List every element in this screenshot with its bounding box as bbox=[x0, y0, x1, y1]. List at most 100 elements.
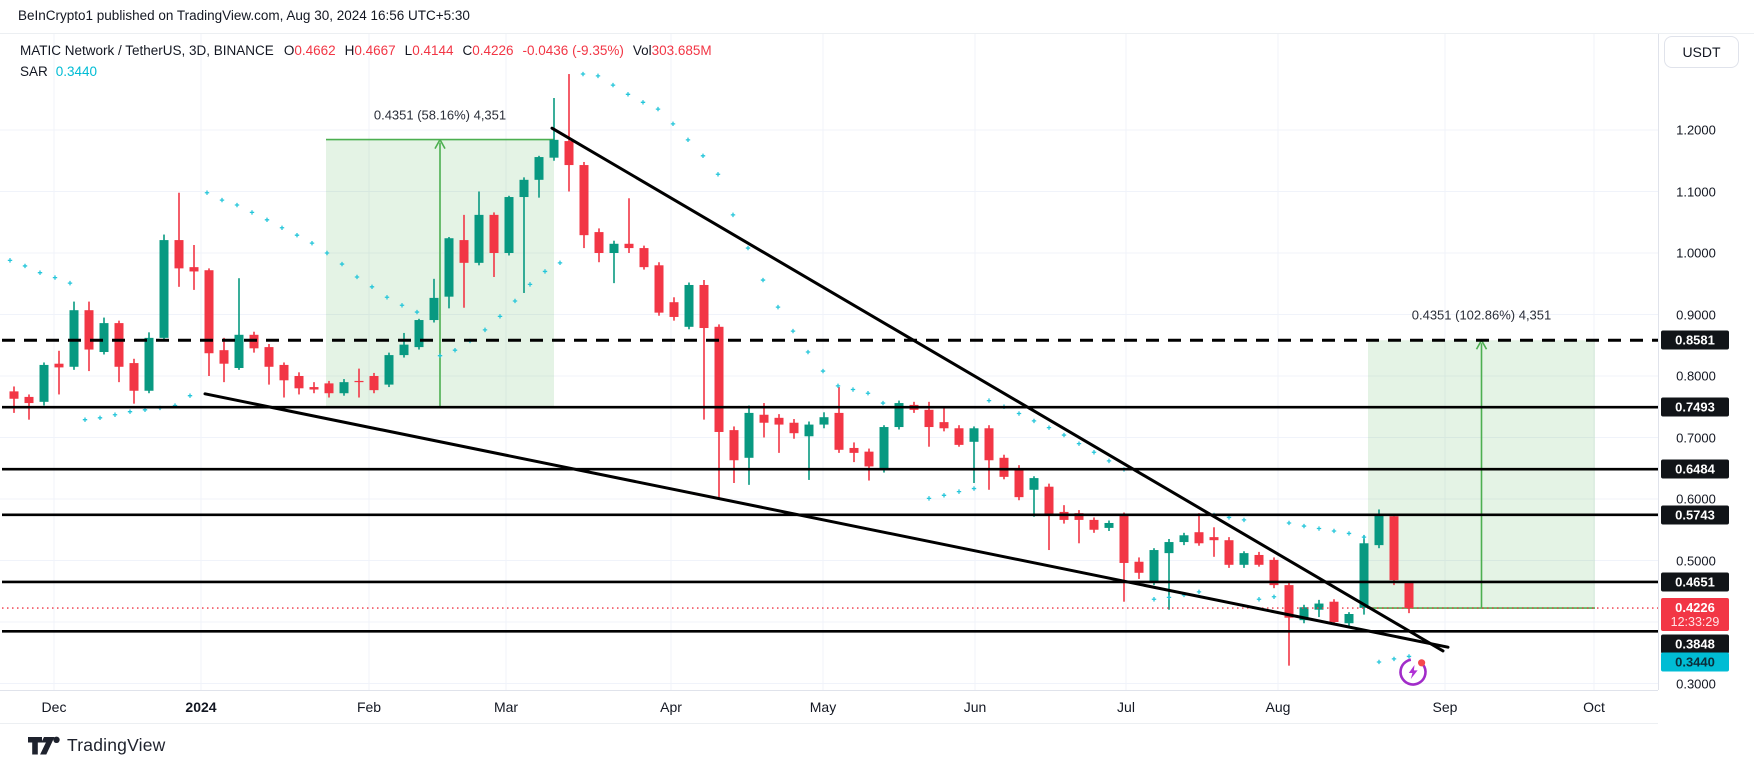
candle-up bbox=[1179, 535, 1189, 543]
candle-down bbox=[1209, 537, 1219, 541]
candle-down bbox=[924, 409, 934, 428]
currency-toggle-button[interactable]: USDT bbox=[1664, 36, 1739, 68]
candle-up bbox=[744, 412, 754, 458]
month-label-Sep[interactable]: Sep bbox=[1432, 699, 1458, 715]
sar-dot bbox=[580, 71, 586, 77]
candle-down bbox=[489, 214, 499, 253]
candle-down bbox=[594, 232, 604, 253]
sar-dot bbox=[685, 137, 691, 143]
price-tick: 0.9000 bbox=[1676, 307, 1716, 322]
sar-dot bbox=[1031, 418, 1037, 424]
sar-dot bbox=[294, 232, 300, 238]
candle-up bbox=[234, 334, 244, 369]
sar-dot bbox=[700, 153, 706, 159]
month-label-May[interactable]: May bbox=[809, 699, 837, 715]
indicator-value: 0.3440 bbox=[55, 64, 98, 79]
trendline bbox=[550, 126, 1445, 653]
candle-down bbox=[834, 412, 844, 450]
sar-dot bbox=[1361, 534, 1367, 540]
candle-down bbox=[1269, 559, 1279, 586]
sar-dot bbox=[820, 368, 826, 374]
sar-dot bbox=[956, 489, 962, 494]
sar-dot bbox=[7, 258, 13, 263]
sar-dot bbox=[414, 309, 420, 315]
month-label-Jun[interactable]: Jun bbox=[963, 699, 987, 715]
candle-up bbox=[504, 197, 514, 253]
candle-down bbox=[639, 248, 649, 268]
candle-down bbox=[849, 447, 859, 453]
candle-up bbox=[474, 214, 484, 263]
price-tick: 0.3000 bbox=[1676, 676, 1716, 691]
price-tick: 1.1000 bbox=[1676, 184, 1716, 199]
candle-down bbox=[219, 350, 229, 364]
sar-dot bbox=[971, 486, 977, 491]
candle-up bbox=[519, 179, 529, 198]
month-label-Mar[interactable]: Mar bbox=[493, 699, 519, 715]
candle-up bbox=[879, 427, 889, 471]
price-axis[interactable]: 1.2000 1.1000 1.0000 0.9000 0.8000 0.7000 0.60… bbox=[1658, 33, 1754, 691]
candle-down bbox=[1044, 486, 1054, 515]
month-label-Oct[interactable]: Oct bbox=[1583, 699, 1605, 715]
sar-dot bbox=[497, 314, 503, 319]
month-label-Jul[interactable]: Jul bbox=[1117, 699, 1135, 715]
sar-dot bbox=[22, 263, 28, 269]
ohlc-open: O0.4662 bbox=[283, 43, 336, 58]
sar-dot bbox=[112, 412, 118, 417]
sar-dot bbox=[527, 282, 533, 287]
indicator-name[interactable]: SAR bbox=[20, 64, 48, 79]
candle-down bbox=[1389, 516, 1399, 581]
candle-down bbox=[324, 383, 334, 394]
candle-down bbox=[114, 323, 124, 367]
sar-dot bbox=[655, 106, 661, 112]
candle-up bbox=[1164, 542, 1174, 554]
sar-dot bbox=[279, 225, 285, 230]
sar-dot bbox=[1331, 528, 1337, 534]
candle-down bbox=[1119, 514, 1129, 563]
time-axis[interactable]: Dec 2024 Feb Mar Apr May Jun Jul Aug Sep Oct bbox=[0, 690, 1658, 724]
sar-dot bbox=[204, 190, 210, 195]
sar-dot bbox=[1406, 654, 1412, 659]
month-label-2024[interactable]: 2024 bbox=[185, 699, 217, 715]
lightning-sticker-icon bbox=[1399, 658, 1427, 686]
month-label-Dec[interactable]: Dec bbox=[41, 699, 67, 715]
sar-dot bbox=[1271, 594, 1277, 599]
sar-dot bbox=[399, 303, 405, 308]
candle-down bbox=[1074, 513, 1084, 520]
price-tick: 0.5000 bbox=[1676, 553, 1716, 568]
sar-dot bbox=[1316, 526, 1322, 531]
candle-down bbox=[579, 165, 589, 236]
price-badge-0.3440: 0.3440 bbox=[1661, 652, 1729, 672]
candle-down bbox=[54, 363, 64, 368]
attribution-bar: BeInCrypto1 published on TradingView.com… bbox=[0, 0, 1754, 34]
candle-up bbox=[144, 337, 154, 391]
candle-down bbox=[759, 414, 769, 423]
sar-dot bbox=[542, 269, 548, 274]
candle-up bbox=[894, 403, 904, 428]
candle-up bbox=[819, 417, 829, 425]
tradingview-logo-icon bbox=[28, 736, 60, 754]
candle-up bbox=[429, 297, 439, 321]
symbol-title[interactable]: MATIC Network / TetherUS, 3D, BINANCE bbox=[20, 43, 274, 58]
candle-down bbox=[309, 387, 319, 390]
sar-dot bbox=[557, 260, 563, 266]
sar-dot bbox=[610, 82, 616, 88]
candle-down bbox=[714, 326, 724, 432]
candle-up bbox=[1344, 614, 1354, 624]
sar-dot bbox=[264, 217, 270, 222]
tradingview-logo[interactable]: TradingView bbox=[28, 735, 166, 756]
candle-down bbox=[1014, 468, 1024, 498]
candle-down bbox=[864, 451, 874, 467]
month-label-Apr[interactable]: Apr bbox=[660, 699, 682, 715]
price-tick: 1.0000 bbox=[1676, 245, 1716, 261]
candle-down bbox=[369, 376, 379, 391]
candle-down bbox=[1194, 532, 1204, 544]
price-badge-0.8581: 0.8581 bbox=[1661, 330, 1729, 350]
candle-up bbox=[1239, 553, 1249, 565]
month-label-Feb[interactable]: Feb bbox=[356, 699, 382, 715]
legend-row-indicator: SAR 0.3440 bbox=[20, 61, 721, 82]
month-label-Aug[interactable]: Aug bbox=[1265, 699, 1291, 715]
price-badge-0.5743: 0.5743 bbox=[1661, 505, 1729, 525]
volume: Vol303.685M bbox=[632, 43, 712, 58]
